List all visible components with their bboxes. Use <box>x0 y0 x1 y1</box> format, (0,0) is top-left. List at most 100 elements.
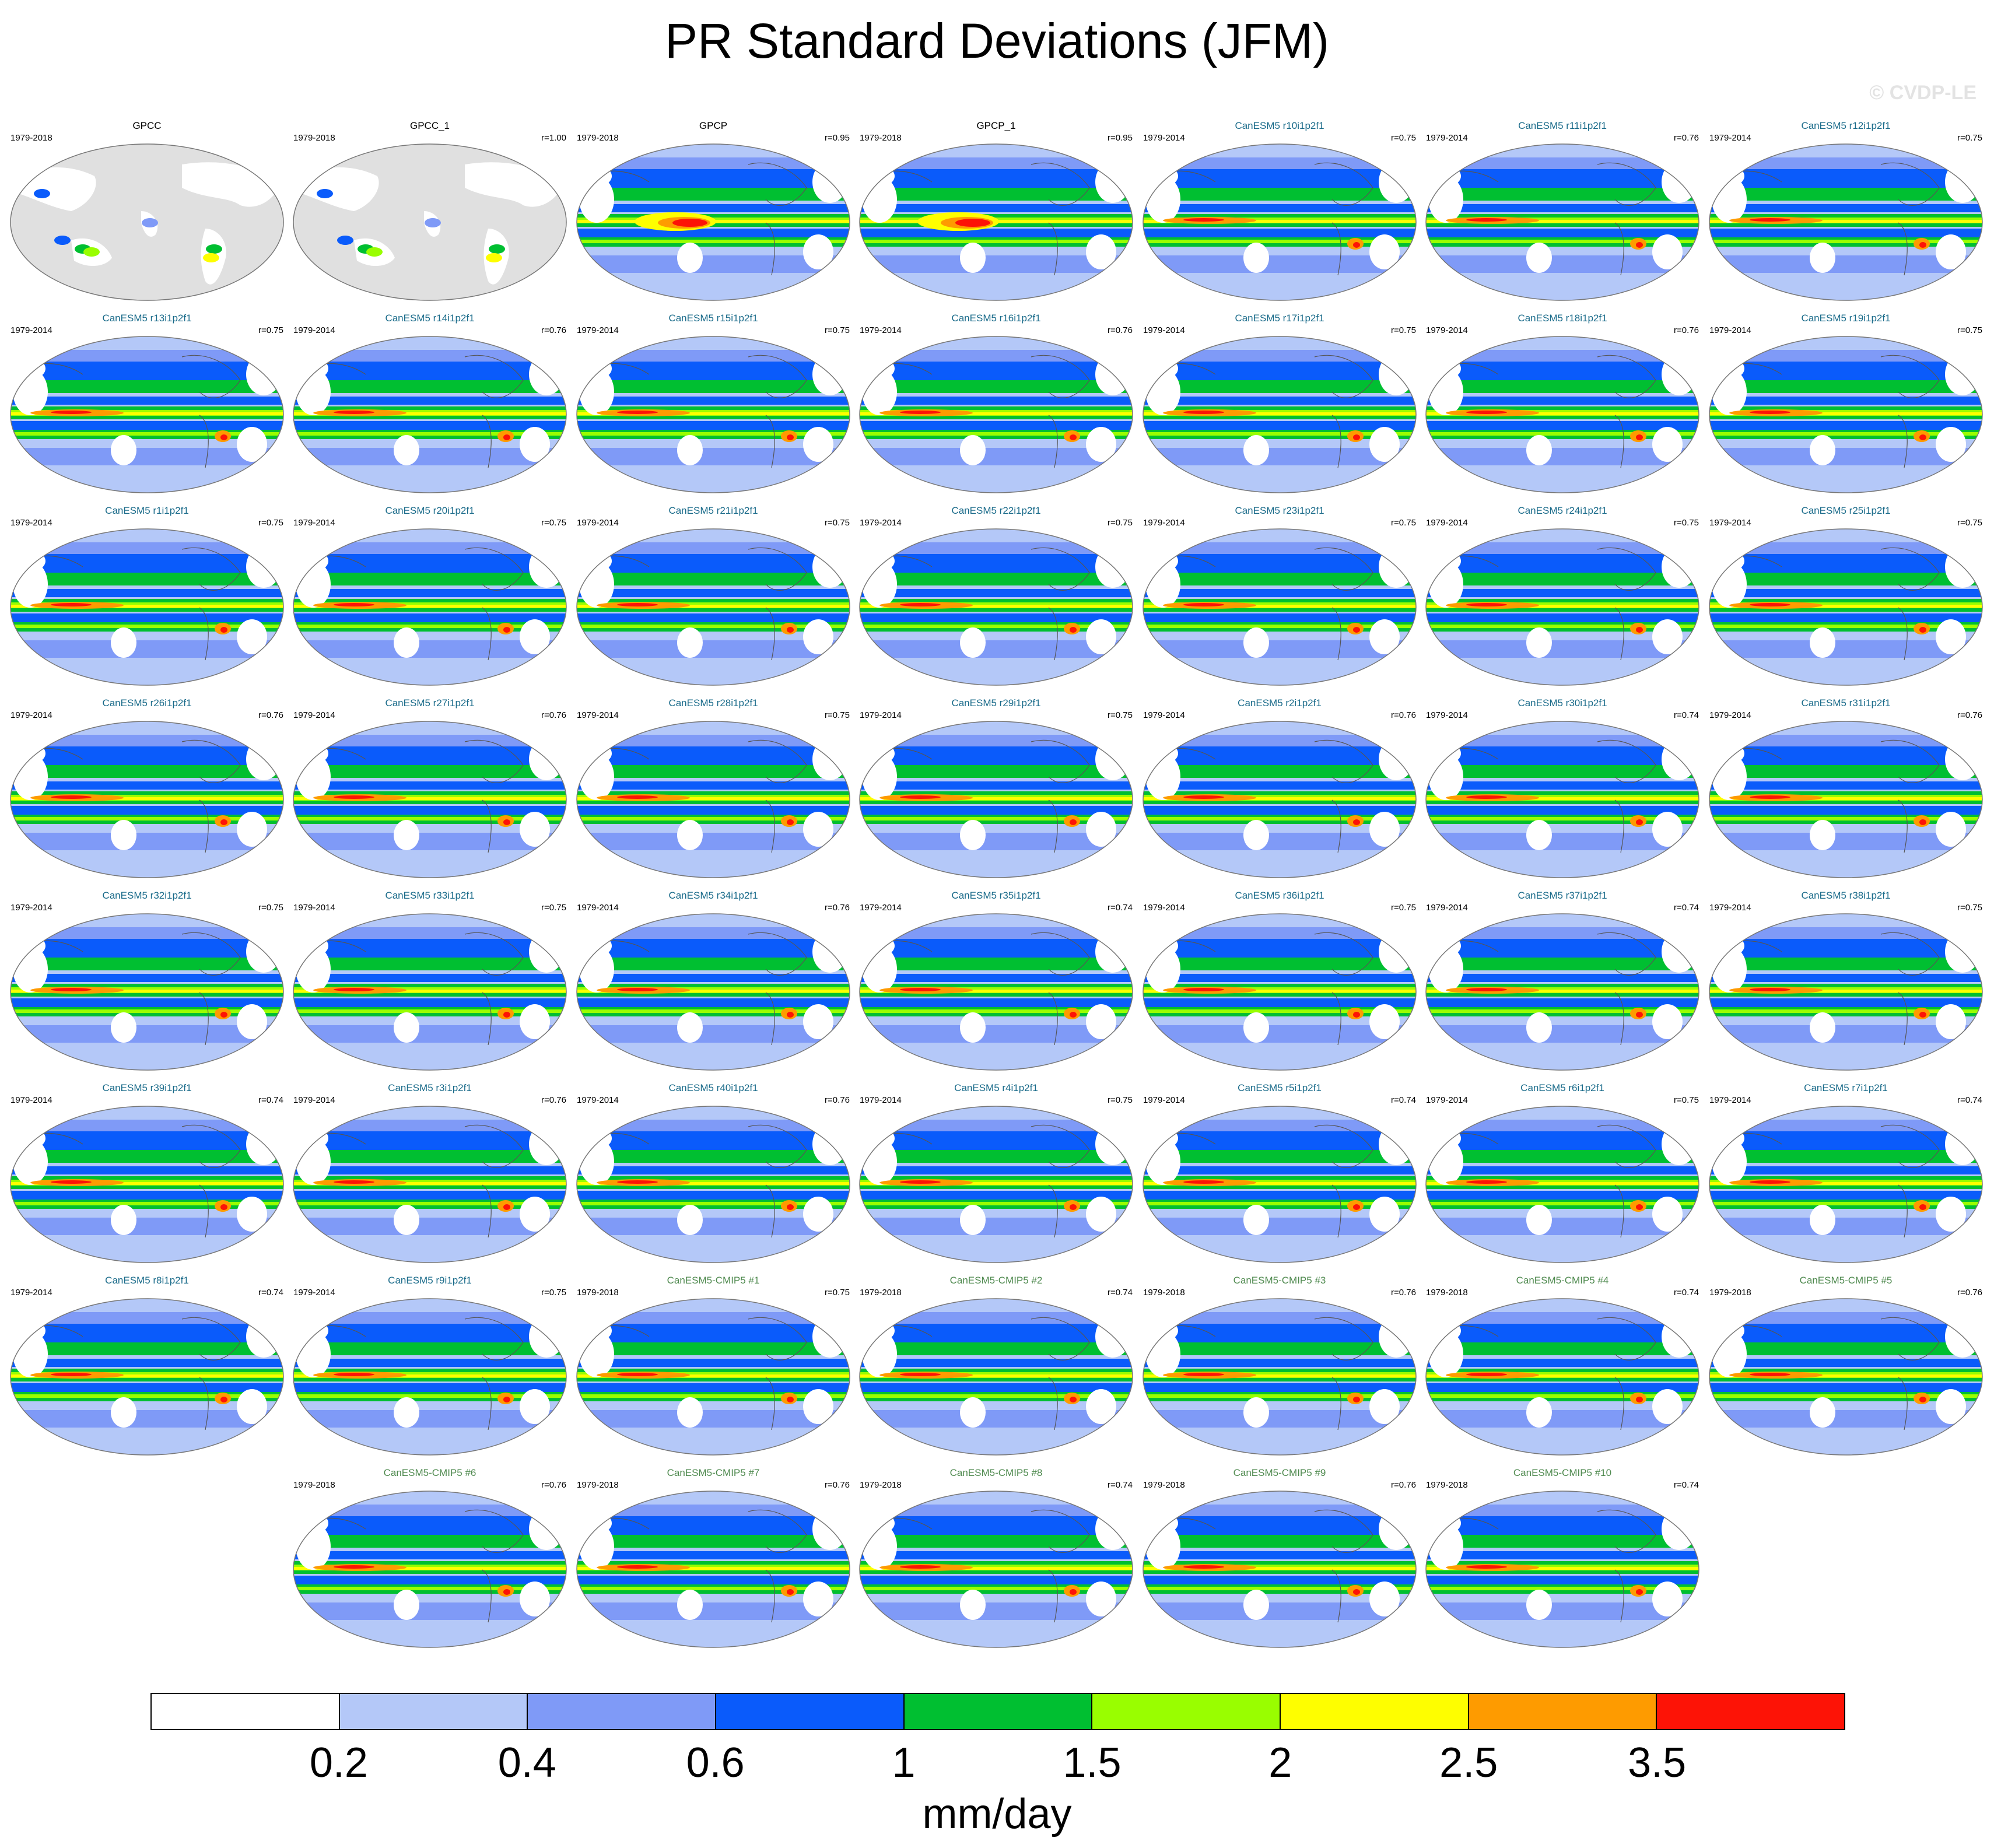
panel-years: 1979-2018 <box>1426 1288 1468 1298</box>
global-map <box>1709 336 1983 493</box>
panel-name: CanESM5 r17i1p2f1 <box>1235 313 1324 324</box>
global-map <box>576 336 850 493</box>
global-map <box>293 913 567 1071</box>
panel-correlation: r=0.74 <box>1674 710 1699 720</box>
panel-correlation: r=0.74 <box>1674 1480 1699 1490</box>
global-map <box>576 1491 850 1648</box>
panel-correlation: r=0.75 <box>1108 710 1133 720</box>
panel-grid: GPCC 1979-2018 GPCC_1 1979-2018 r=1.00 GPCP 19… <box>7 117 1986 1650</box>
global-map <box>293 721 567 878</box>
map-panel: CanESM5 r26i1p2f1 1979-2014 r=0.76 <box>7 694 287 881</box>
map-panel: CanESM5 r15i1p2f1 1979-2014 r=0.75 <box>573 309 853 496</box>
panel-correlation: r=0.75 <box>825 518 850 528</box>
panel-years: 1979-2014 <box>1143 325 1185 335</box>
panel-correlation: r=0.75 <box>825 325 850 335</box>
colorbar-segment <box>1281 1694 1469 1729</box>
colorbar <box>150 1693 1845 1730</box>
colorbar-units: mm/day <box>922 1791 1072 1838</box>
colorbar-tick-label: 0.4 <box>497 1740 556 1786</box>
panel-years: 1979-2018 <box>860 1480 902 1490</box>
panel-years: 1979-2018 <box>860 133 902 143</box>
global-map <box>1143 336 1417 493</box>
panel-years: 1979-2014 <box>577 325 619 335</box>
panel-correlation: r=0.76 <box>541 1095 566 1105</box>
panel-years: 1979-2014 <box>10 518 52 528</box>
global-map <box>10 528 284 686</box>
panel-name: CanESM5 r13i1p2f1 <box>102 313 192 324</box>
map-panel: CanESM5 r38i1p2f1 1979-2014 r=0.75 <box>1706 886 1986 1073</box>
map-panel: GPCC 1979-2018 <box>7 117 287 303</box>
panel-correlation: r=0.76 <box>541 710 566 720</box>
map-panel: CanESM5 r27i1p2f1 1979-2014 r=0.76 <box>290 694 570 881</box>
map-panel: CanESM5 r10i1p2f1 1979-2014 r=0.75 <box>1140 117 1420 303</box>
colorbar-segment <box>904 1694 1093 1729</box>
panel-name: CanESM5-CMIP5 #2 <box>949 1275 1043 1286</box>
panel-years: 1979-2014 <box>1426 710 1468 720</box>
panel-name: CanESM5 r32i1p2f1 <box>102 890 192 901</box>
global-map <box>293 1298 567 1456</box>
map-panel: CanESM5 r9i1p2f1 1979-2014 r=0.75 <box>290 1271 570 1458</box>
panel-correlation: r=0.95 <box>1108 133 1133 143</box>
map-panel: CanESM5 r2i1p2f1 1979-2014 r=0.76 <box>1140 694 1420 881</box>
panel-years: 1979-2014 <box>577 518 619 528</box>
global-map <box>1143 528 1417 686</box>
panel-correlation: r=0.76 <box>1957 710 1982 720</box>
map-panel: CanESM5-CMIP5 #9 1979-2018 r=0.76 <box>1140 1464 1420 1650</box>
map-panel: CanESM5 r6i1p2f1 1979-2014 r=0.75 <box>1422 1079 1702 1265</box>
panel-name: CanESM5 r6i1p2f1 <box>1520 1082 1604 1093</box>
panel-correlation: r=1.00 <box>541 133 566 143</box>
panel-correlation: r=0.74 <box>1674 1288 1699 1298</box>
panel-years: 1979-2014 <box>1709 325 1751 335</box>
panel-correlation: r=0.76 <box>258 710 283 720</box>
panel-years: 1979-2014 <box>1426 325 1468 335</box>
global-map <box>859 528 1133 686</box>
panel-correlation: r=0.74 <box>1108 1480 1133 1490</box>
panel-years: 1979-2018 <box>293 133 335 143</box>
map-panel: CanESM5 r12i1p2f1 1979-2014 r=0.75 <box>1706 117 1986 303</box>
global-map <box>10 721 284 878</box>
global-map <box>10 336 284 493</box>
global-map <box>1709 913 1983 1071</box>
panel-years: 1979-2014 <box>1709 518 1751 528</box>
map-panel: CanESM5 r24i1p2f1 1979-2014 r=0.75 <box>1422 502 1702 688</box>
panel-correlation: r=0.75 <box>1957 325 1982 335</box>
panel-name: CanESM5-CMIP5 #1 <box>667 1275 760 1286</box>
map-panel: CanESM5 r1i1p2f1 1979-2014 r=0.75 <box>7 502 287 688</box>
global-map <box>859 1491 1133 1648</box>
global-map <box>1425 528 1699 686</box>
global-map <box>293 1491 567 1648</box>
panel-years: 1979-2014 <box>10 710 52 720</box>
panel-years: 1979-2014 <box>293 518 335 528</box>
map-panel: CanESM5-CMIP5 #8 1979-2018 r=0.74 <box>856 1464 1136 1650</box>
global-map <box>1425 913 1699 1071</box>
global-map <box>1143 721 1417 878</box>
map-panel: CanESM5-CMIP5 #4 1979-2018 r=0.74 <box>1422 1271 1702 1458</box>
panel-correlation: r=0.75 <box>1108 1095 1133 1105</box>
panel-correlation: r=0.75 <box>1108 518 1133 528</box>
global-map <box>1143 1298 1417 1456</box>
panel-correlation: r=0.76 <box>1391 1480 1416 1490</box>
map-panel: CanESM5 r29i1p2f1 1979-2014 r=0.75 <box>856 694 1136 881</box>
panel-years: 1979-2018 <box>577 1288 619 1298</box>
panel-name: CanESM5 r16i1p2f1 <box>951 313 1041 324</box>
panel-name: GPCP <box>699 120 728 131</box>
panel-years: 1979-2014 <box>860 518 902 528</box>
map-panel: CanESM5 r3i1p2f1 1979-2014 r=0.76 <box>290 1079 570 1265</box>
global-map <box>576 721 850 878</box>
map-panel: CanESM5 r34i1p2f1 1979-2014 r=0.76 <box>573 886 853 1073</box>
panel-correlation: r=0.75 <box>541 903 566 913</box>
panel-correlation: r=0.75 <box>541 518 566 528</box>
map-panel: CanESM5-CMIP5 #10 1979-2018 r=0.74 <box>1422 1464 1702 1650</box>
map-panel: CanESM5-CMIP5 #5 1979-2018 r=0.76 <box>1706 1271 1986 1458</box>
panel-correlation: r=0.76 <box>1391 1288 1416 1298</box>
map-panel: CanESM5 r31i1p2f1 1979-2014 r=0.76 <box>1706 694 1986 881</box>
panel-correlation: r=0.75 <box>825 710 850 720</box>
panel-years: 1979-2014 <box>10 1288 52 1298</box>
panel-years: 1979-2014 <box>1143 1095 1185 1105</box>
global-map <box>10 1106 284 1263</box>
global-map <box>1143 143 1417 301</box>
panel-name: CanESM5 r19i1p2f1 <box>1801 313 1891 324</box>
panel-name: CanESM5 r2i1p2f1 <box>1238 697 1322 709</box>
panel-correlation: r=0.76 <box>1391 710 1416 720</box>
panel-name: CanESM5 r8i1p2f1 <box>105 1275 189 1286</box>
